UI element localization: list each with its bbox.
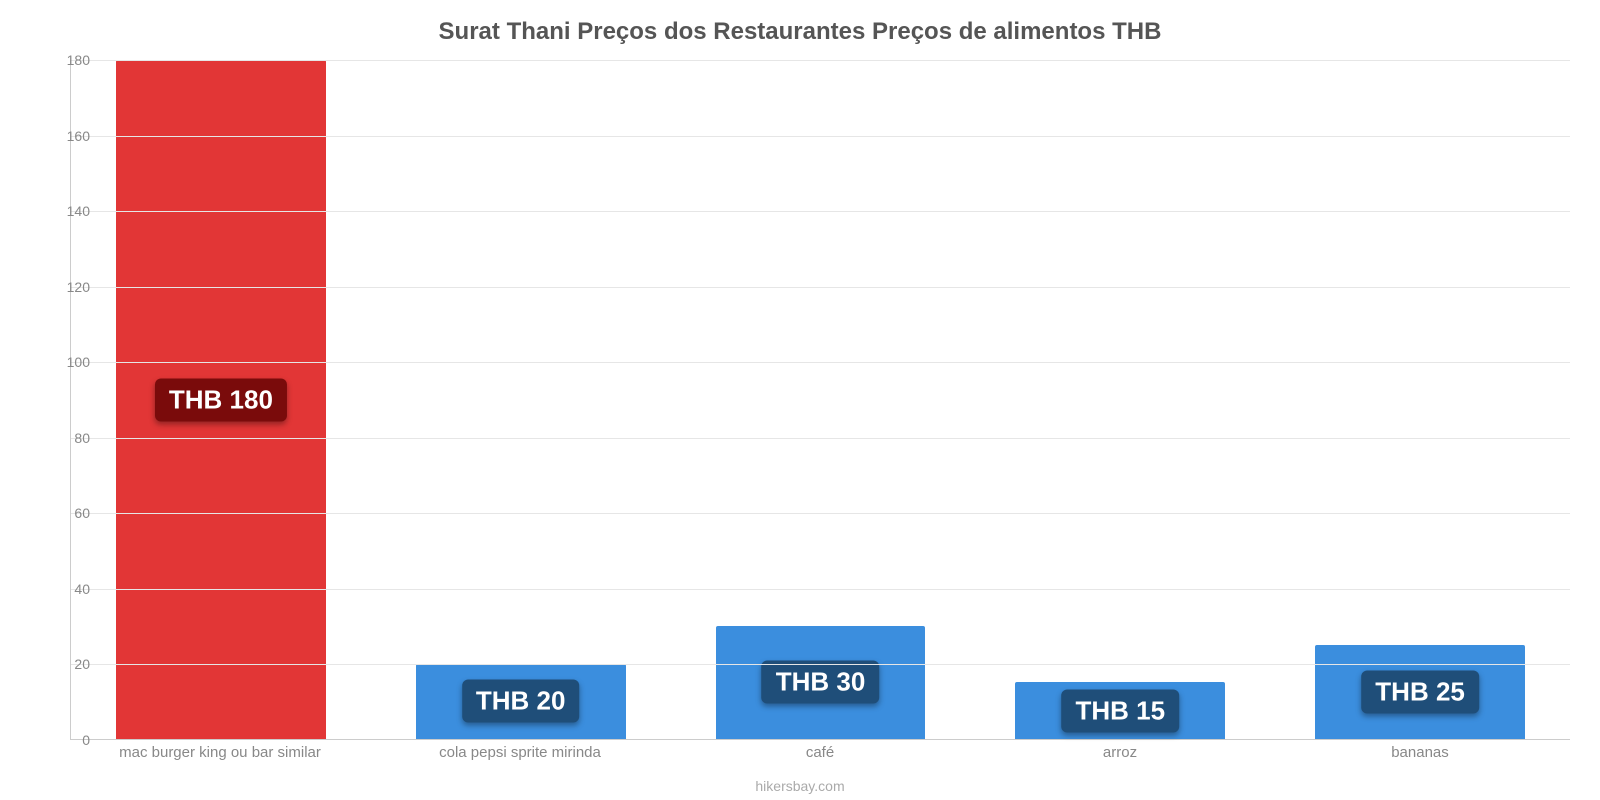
value-badge: THB 25: [1361, 670, 1479, 713]
gridline: [71, 136, 1570, 137]
y-tick-label: 100: [50, 354, 90, 370]
value-badge: THB 15: [1061, 689, 1179, 732]
gridline: [71, 664, 1570, 665]
bar-slot: THB 30: [671, 60, 971, 739]
y-tick-label: 80: [50, 430, 90, 446]
value-badge: THB 20: [462, 680, 580, 723]
x-axis-label: café: [670, 744, 970, 761]
x-axis-labels: mac burger king ou bar similarcola pepsi…: [70, 744, 1570, 761]
y-tick-label: 20: [50, 656, 90, 672]
bar: THB 180: [116, 60, 326, 739]
y-tick-label: 0: [50, 732, 90, 748]
gridline: [71, 513, 1570, 514]
bar: THB 25: [1315, 645, 1525, 739]
x-axis-label: arroz: [970, 744, 1270, 761]
bar-slot: THB 180: [71, 60, 371, 739]
x-axis-label: bananas: [1270, 744, 1570, 761]
bars-container: THB 180 THB 20 THB 30 THB 15 THB 25: [71, 60, 1570, 739]
bar-slot: THB 25: [1270, 60, 1570, 739]
value-badge: THB 180: [155, 378, 287, 421]
gridline: [71, 589, 1570, 590]
chart-title: Surat Thani Preços dos Restaurantes Preç…: [0, 18, 1600, 46]
price-chart: Surat Thani Preços dos Restaurantes Preç…: [0, 0, 1600, 800]
y-tick-label: 60: [50, 505, 90, 521]
gridline: [71, 362, 1570, 363]
gridline: [71, 438, 1570, 439]
gridline: [71, 211, 1570, 212]
gridline: [71, 287, 1570, 288]
y-tick-label: 120: [50, 279, 90, 295]
y-tick-label: 140: [50, 203, 90, 219]
bar-slot: THB 20: [371, 60, 671, 739]
credit-text: hikersbay.com: [0, 778, 1600, 794]
bar: THB 30: [716, 626, 926, 739]
bar: THB 20: [416, 664, 626, 739]
bar-slot: THB 15: [970, 60, 1270, 739]
x-axis-label: mac burger king ou bar similar: [70, 744, 370, 761]
y-tick-label: 160: [50, 128, 90, 144]
value-badge: THB 30: [762, 661, 880, 704]
plot-area: THB 180 THB 20 THB 30 THB 15 THB 25: [70, 60, 1570, 740]
bar: THB 15: [1015, 682, 1225, 739]
y-tick-label: 180: [50, 52, 90, 68]
gridline: [71, 60, 1570, 61]
x-axis-label: cola pepsi sprite mirinda: [370, 744, 670, 761]
y-tick-label: 40: [50, 581, 90, 597]
